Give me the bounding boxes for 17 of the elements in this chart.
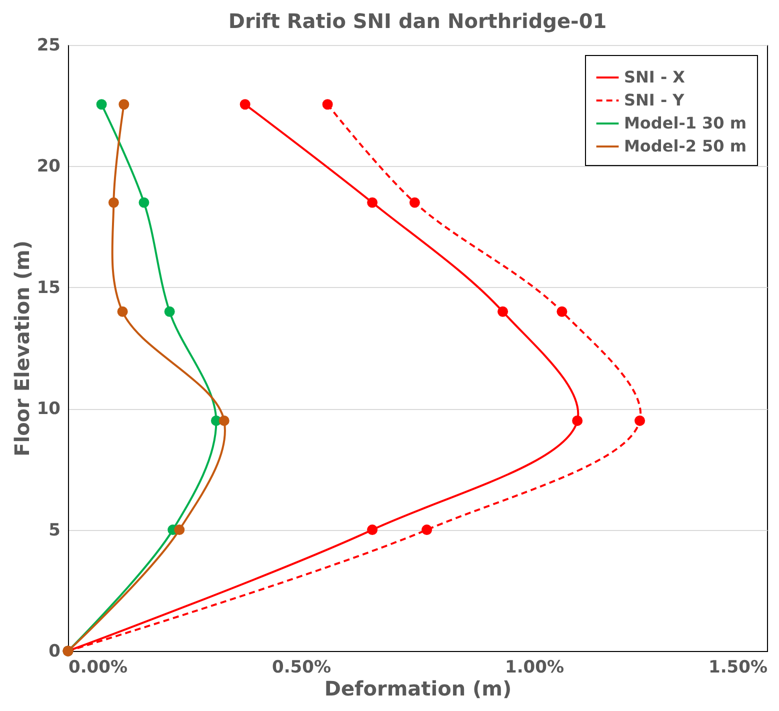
legend-label: Model-2 50 m bbox=[624, 136, 747, 156]
x-tick-label: 0.50% bbox=[272, 658, 331, 678]
y-axis-title: Floor Elevation (m) bbox=[10, 240, 34, 456]
x-tick-label: 1.50% bbox=[708, 658, 768, 678]
x-tick-label: 0.00% bbox=[68, 658, 128, 678]
legend-label: SNI - Y bbox=[624, 90, 685, 110]
legend-label: Model-1 30 m bbox=[624, 114, 747, 132]
y-tick-label: 5 bbox=[48, 520, 60, 540]
y-tick-label: 0 bbox=[48, 642, 61, 662]
y-tick-label: 20 bbox=[36, 156, 61, 177]
x-axis-title: Deformation (m) bbox=[324, 676, 512, 700]
legend-label: SNI - X bbox=[624, 68, 686, 86]
x-tick-label: 1.00% bbox=[505, 658, 564, 678]
y-tick-label: 10 bbox=[36, 399, 61, 420]
chart-title: Drift Ratio SNI dan Northridge-01 bbox=[228, 9, 607, 33]
y-tick-label: 25 bbox=[36, 36, 60, 56]
y-tick-label: 15 bbox=[36, 278, 60, 298]
